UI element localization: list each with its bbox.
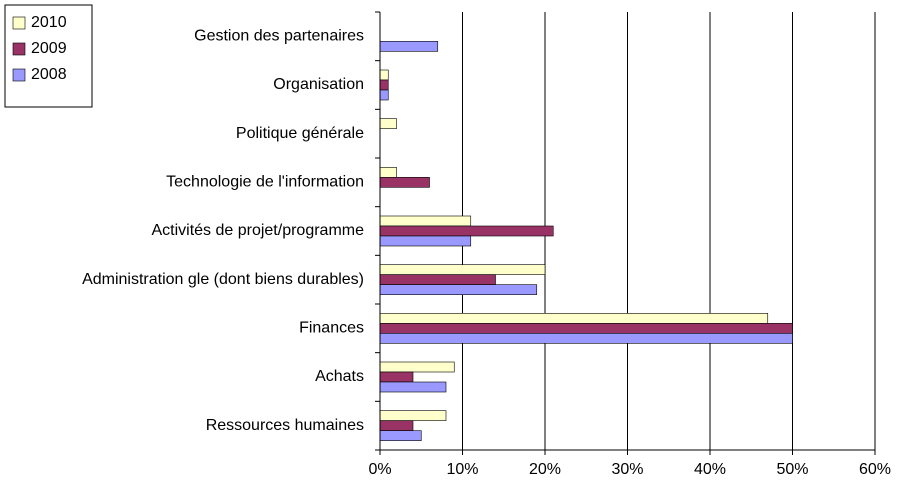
bar (379, 118, 397, 129)
bar (379, 361, 455, 373)
bar (379, 167, 397, 178)
bar (379, 410, 447, 421)
bar (379, 274, 496, 285)
bar (379, 79, 389, 91)
bar (379, 177, 430, 188)
legend-swatch (12, 42, 26, 56)
x-tick-label: 60% (859, 461, 891, 478)
legend-label: 2008 (31, 66, 67, 83)
y-tick-label: Technologie de l'information (166, 174, 364, 191)
y-tick-label: Organisation (273, 76, 364, 93)
y-tick-label: Finances (299, 320, 364, 337)
bar (379, 89, 389, 101)
x-tick-label: 50% (776, 461, 808, 478)
bar (379, 323, 793, 334)
bar (379, 381, 447, 393)
legend-label: 2009 (31, 40, 67, 57)
x-tick-label: 20% (529, 461, 561, 478)
y-tick-label: Gestion des partenaires (194, 28, 364, 45)
x-tick-label: 10% (446, 461, 478, 478)
y-tick-label: Ressources humaines (206, 417, 364, 434)
y-tick-label: Achats (315, 368, 364, 385)
x-tick-label: 0% (368, 461, 391, 478)
legend-swatch (12, 68, 26, 82)
bar (379, 430, 422, 441)
x-tick-label: 40% (694, 461, 726, 478)
y-tick-label: Activités de projet/programme (151, 222, 364, 239)
y-tick-label: Politique générale (236, 125, 364, 142)
bar (379, 313, 769, 324)
bar (379, 420, 414, 431)
bar (379, 264, 546, 275)
bar (379, 235, 472, 247)
bar (379, 225, 554, 237)
bar (379, 41, 439, 52)
legend-label: 2010 (31, 14, 67, 31)
y-tick-label: Administration gle (dont biens durables) (82, 271, 364, 288)
bar (379, 284, 538, 295)
bar (379, 333, 793, 344)
bar (379, 69, 389, 81)
bar (379, 215, 472, 227)
x-tick-label: 30% (611, 461, 643, 478)
bar (379, 371, 414, 383)
legend-swatch (12, 16, 26, 30)
